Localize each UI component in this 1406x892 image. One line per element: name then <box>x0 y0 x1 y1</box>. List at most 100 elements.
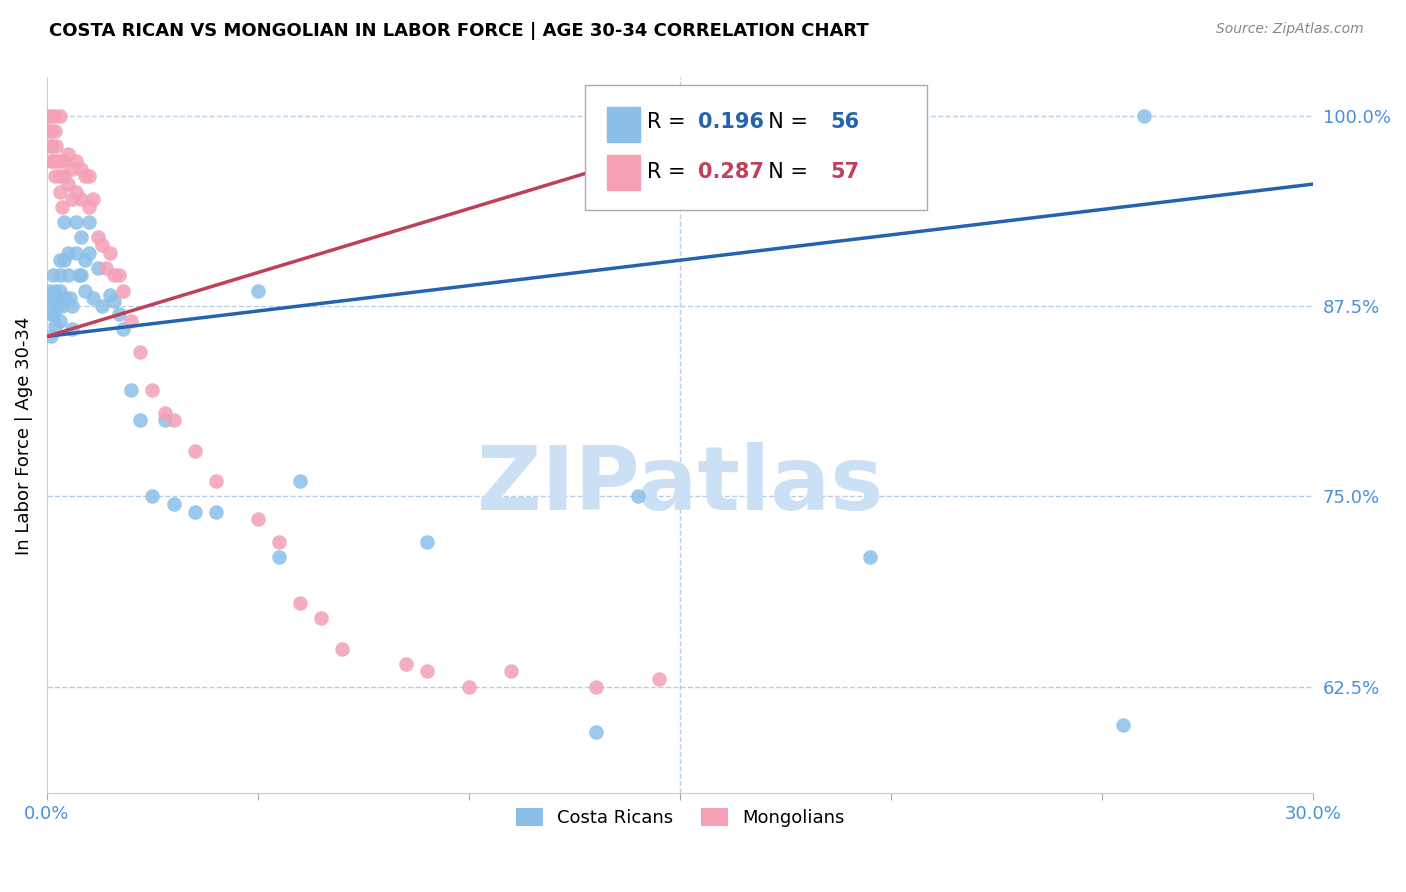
Point <box>41 291 63 305</box>
Point <box>69 230 91 244</box>
Point <box>267 550 290 565</box>
Text: 57: 57 <box>831 162 860 182</box>
Point <box>42 154 65 169</box>
Point <box>37 109 59 123</box>
Point <box>77 215 100 229</box>
Point <box>77 169 100 184</box>
Point <box>111 322 134 336</box>
Point <box>90 299 112 313</box>
Point <box>69 161 91 176</box>
Point <box>153 405 176 419</box>
Point <box>38 124 60 138</box>
Point <box>416 665 439 679</box>
Point <box>82 291 104 305</box>
Point <box>141 383 163 397</box>
Point <box>77 200 100 214</box>
Text: 0.196: 0.196 <box>697 112 763 132</box>
Point <box>246 284 269 298</box>
Point <box>107 268 129 283</box>
Point <box>585 680 607 694</box>
Point <box>648 672 671 686</box>
Point <box>153 413 176 427</box>
Point <box>103 294 125 309</box>
Point <box>107 306 129 320</box>
Point <box>395 657 418 671</box>
Point <box>60 299 83 313</box>
Point <box>52 215 75 229</box>
Point <box>39 329 62 343</box>
Point <box>859 550 882 565</box>
Point <box>44 284 66 298</box>
Point <box>98 288 121 302</box>
Point <box>627 489 650 503</box>
Point <box>458 680 481 694</box>
Point <box>52 154 75 169</box>
Point <box>49 268 72 283</box>
Point <box>288 474 311 488</box>
Point <box>73 284 96 298</box>
Text: R =: R = <box>647 112 692 132</box>
Text: COSTA RICAN VS MONGOLIAN IN LABOR FORCE | AGE 30-34 CORRELATION CHART: COSTA RICAN VS MONGOLIAN IN LABOR FORCE … <box>49 22 869 40</box>
Point <box>48 253 70 268</box>
Point <box>65 154 87 169</box>
Point <box>48 284 70 298</box>
Point <box>183 504 205 518</box>
Point <box>39 109 62 123</box>
Text: 0.287: 0.287 <box>697 162 763 182</box>
Point <box>111 284 134 298</box>
Point <box>44 109 66 123</box>
Text: Source: ZipAtlas.com: Source: ZipAtlas.com <box>1216 22 1364 37</box>
Point <box>46 299 69 313</box>
Point <box>44 318 66 333</box>
Point <box>77 245 100 260</box>
Text: N =: N = <box>755 112 814 132</box>
FancyBboxPatch shape <box>585 85 927 210</box>
Point <box>204 474 226 488</box>
Point <box>332 641 354 656</box>
Point <box>60 192 83 206</box>
Text: N =: N = <box>755 162 814 182</box>
Point <box>67 268 90 283</box>
Point <box>56 245 79 260</box>
Point <box>51 299 73 313</box>
Point <box>52 169 75 184</box>
Point <box>65 185 87 199</box>
Point <box>416 535 439 549</box>
Point <box>94 260 117 275</box>
Point <box>204 504 226 518</box>
Point <box>60 161 83 176</box>
Point <box>501 665 523 679</box>
Point <box>44 124 66 138</box>
Point <box>585 725 607 739</box>
Point <box>288 596 311 610</box>
Point <box>120 383 142 397</box>
Point <box>49 169 72 184</box>
Point <box>53 291 76 305</box>
Point <box>46 154 69 169</box>
Point <box>120 314 142 328</box>
Text: ZIPatlas: ZIPatlas <box>477 442 883 529</box>
Point <box>183 443 205 458</box>
Point <box>128 413 150 427</box>
Point <box>73 169 96 184</box>
Point <box>45 291 67 305</box>
Point <box>162 497 184 511</box>
Text: R =: R = <box>647 162 692 182</box>
Point <box>73 253 96 268</box>
Point <box>38 139 60 153</box>
Point <box>44 306 66 320</box>
Point <box>1133 109 1156 123</box>
Point <box>39 154 62 169</box>
Point <box>311 611 333 625</box>
Point <box>51 200 73 214</box>
Point <box>38 284 60 298</box>
Point <box>141 489 163 503</box>
Point <box>267 535 290 549</box>
Point <box>42 268 65 283</box>
Y-axis label: In Labor Force | Age 30-34: In Labor Force | Age 30-34 <box>15 316 32 555</box>
Point <box>45 139 67 153</box>
Point <box>56 146 79 161</box>
Point <box>1112 718 1135 732</box>
Point <box>69 192 91 206</box>
Point <box>48 185 70 199</box>
